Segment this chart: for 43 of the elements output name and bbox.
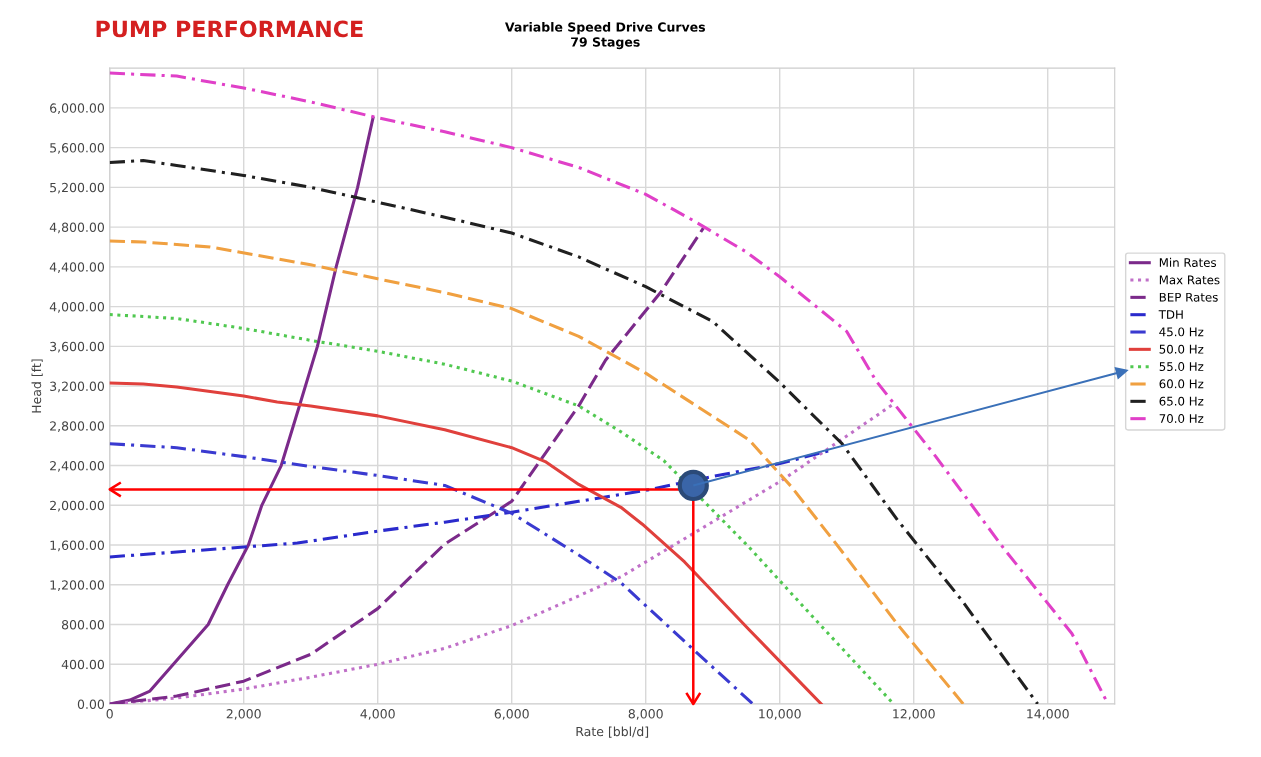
x-tick-label: 12,000 — [893, 709, 935, 720]
legend-label: TDH — [1158, 310, 1183, 319]
y-tick-label: 5,600.00 — [50, 143, 105, 154]
y-tick-label: 3,600.00 — [50, 341, 105, 353]
x-tick-label: 8,000 — [628, 709, 663, 720]
line-series — [109, 449, 831, 559]
legend-label: 55.0 Hz — [1159, 362, 1204, 371]
y-tick-label: 1,200.00 — [50, 580, 105, 591]
x-tick-label: 10,000 — [759, 709, 801, 720]
legend-label: 45.0 Hz — [1159, 327, 1204, 337]
y-tick-label: 2,400.00 — [50, 461, 105, 472]
x-axis-title: Rate [bbl/d] — [576, 726, 649, 738]
x-tick-label: 6,000 — [494, 709, 529, 720]
legend-label: BEP Rates — [1159, 292, 1218, 302]
line-series — [109, 442, 755, 705]
y-tick-label: 2,800.00 — [50, 421, 105, 433]
legend-label: Max Rates — [1159, 275, 1220, 285]
x-tick-label: 2,000 — [226, 709, 261, 720]
line-series — [109, 159, 1040, 705]
y-tick-label: 6,000.00 — [50, 103, 105, 115]
line-series — [109, 239, 965, 705]
legend-label: 70.0 Hz — [1159, 414, 1204, 423]
x-tick-label: 4,000 — [360, 709, 395, 720]
y-tick-label: 4,400.00 — [49, 262, 105, 274]
y-tick-label: 3,200.00 — [50, 381, 105, 393]
legend-label: 65.0 Hz — [1159, 396, 1204, 406]
x-tick-label: 14,000 — [1027, 709, 1069, 720]
chart-title: Variable Speed Drive Curves — [505, 22, 706, 35]
y-tick-label: 4,000.00 — [49, 302, 105, 313]
legend-label: 60.0 Hz — [1159, 379, 1204, 389]
y-tick-label: 5,200.00 — [50, 182, 105, 194]
legend-label: Min Rates — [1159, 257, 1217, 268]
y-tick-label: 2,000.00 — [50, 500, 105, 512]
legend-label: 50.0 Hz — [1159, 344, 1204, 354]
y-tick-label: 0.00 — [77, 699, 105, 709]
y-axis-title: Head [ft] — [31, 359, 43, 413]
x-tick-label: 0 — [106, 709, 113, 719]
y-tick-label: 800.00 — [61, 620, 105, 630]
chart-subtitle: 79 Stages — [571, 37, 640, 50]
y-tick-label: 4,800.00 — [49, 222, 105, 234]
y-tick-label: 400.00 — [61, 659, 105, 670]
y-tick-label: 1,600.00 — [50, 540, 105, 552]
text: PUMP PERFORMANCE — [96, 20, 363, 38]
